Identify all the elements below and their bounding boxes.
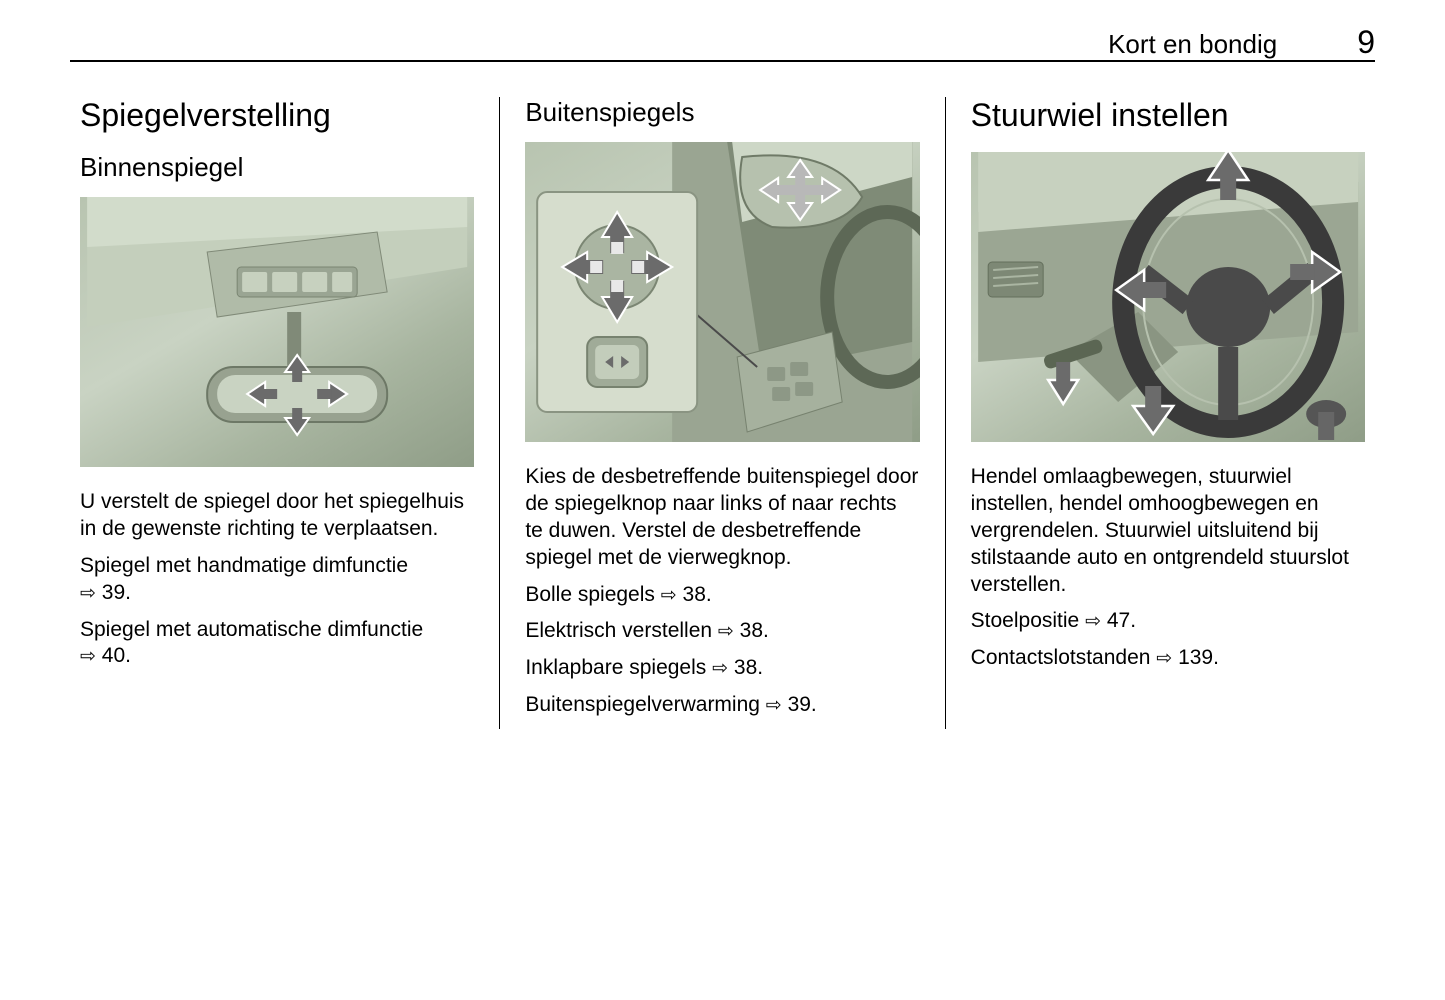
subheading-binnenspiegel: Binnenspiegel — [80, 152, 474, 183]
ref-inklapbaar: ⇨ 38. — [712, 656, 763, 679]
para-manual-dim: Spiegel met handmatige dimfunctie ⇨ 39. — [80, 553, 474, 607]
para-stuurwiel-desc: Hendel omlaagbewegen, stuurwiel instelle… — [971, 464, 1365, 598]
column-2: Buitenspiegels — [499, 97, 944, 729]
para-contactslot: Contactslotstanden ⇨ 139. — [971, 645, 1365, 672]
illustration-interior-mirror — [80, 197, 474, 467]
para-buitenspiegel-desc: Kies de desbetreffende buitenspiegel doo… — [525, 464, 919, 572]
ref-arrow-icon: ⇨ — [766, 695, 782, 716]
ref-page: 38 — [683, 583, 706, 606]
running-header: Kort en bondig 9 — [1108, 24, 1375, 61]
ref-page: 39 — [788, 693, 811, 716]
steering-wheel-svg — [971, 152, 1365, 442]
column-1: Spiegelverstelling Binnenspiegel — [70, 97, 499, 729]
text-stoelpositie: Stoelpositie — [971, 609, 1080, 632]
exterior-mirror-svg — [525, 142, 919, 442]
para-binnenspiegel-desc: U verstelt de spiegel door het spiegelhu… — [80, 489, 474, 543]
text-bolle: Bolle spiegels — [525, 583, 655, 606]
para-verwarming: Buitenspiegelverwarming ⇨ 39. — [525, 692, 919, 719]
section-title: Kort en bondig — [1108, 29, 1277, 60]
text-elektrisch: Elektrisch verstellen — [525, 619, 712, 642]
heading-stuurwiel: Stuurwiel instellen — [971, 97, 1365, 134]
ref-arrow-icon: ⇨ — [80, 646, 96, 667]
ref-auto-dim: ⇨ 40. — [80, 644, 131, 667]
ref-arrow-icon: ⇨ — [661, 585, 677, 606]
ref-arrow-icon: ⇨ — [712, 658, 728, 679]
para-auto-dim: Spiegel met automatische dimfunctie ⇨ 40… — [80, 617, 474, 671]
ref-page: 38 — [740, 619, 763, 642]
para-inklapbaar: Inklapbare spiegels ⇨ 38. — [525, 655, 919, 682]
ref-page-39: 39 — [102, 581, 125, 604]
ref-manual-dim: ⇨ 39. — [80, 581, 131, 604]
text-verwarming: Buitenspiegelverwarming — [525, 693, 760, 716]
ref-stoelpositie: ⇨ 47. — [1085, 609, 1136, 632]
ref-contactslot: ⇨ 139. — [1156, 646, 1219, 669]
ref-verwarming: ⇨ 39. — [766, 693, 817, 716]
ref-page-40: 40 — [102, 644, 125, 667]
subheading-buitenspiegels: Buitenspiegels — [525, 97, 919, 128]
heading-spiegelverstelling: Spiegelverstelling — [80, 97, 474, 134]
ref-page: 139 — [1178, 646, 1213, 669]
page-number: 9 — [1357, 24, 1375, 61]
manual-page: Kort en bondig 9 Spiegelverstelling Binn… — [0, 0, 1445, 1000]
ref-bolle: ⇨ 38. — [661, 583, 712, 606]
para-bolle: Bolle spiegels ⇨ 38. — [525, 582, 919, 609]
content-columns: Spiegelverstelling Binnenspiegel — [70, 97, 1375, 729]
text-inklapbaar: Inklapbare spiegels — [525, 656, 706, 679]
ref-elektrisch: ⇨ 38. — [718, 619, 769, 642]
column-3: Stuurwiel instellen — [945, 97, 1375, 729]
ref-page: 38 — [734, 656, 757, 679]
ref-arrow-icon: ⇨ — [1085, 611, 1101, 632]
text-auto-dim: Spiegel met automatische dimfunctie — [80, 618, 423, 641]
ref-arrow-icon: ⇨ — [718, 621, 734, 642]
ref-arrow-icon: ⇨ — [1156, 648, 1172, 669]
ref-arrow-icon: ⇨ — [80, 583, 96, 604]
illustration-exterior-mirror — [525, 142, 919, 442]
para-elektrisch: Elektrisch verstellen ⇨ 38. — [525, 618, 919, 645]
illustration-steering-wheel — [971, 152, 1365, 442]
interior-mirror-svg — [80, 197, 474, 467]
text-contactslot: Contactslotstanden — [971, 646, 1151, 669]
header-rule: Kort en bondig 9 — [70, 60, 1375, 62]
para-stoelpositie: Stoelpositie ⇨ 47. — [971, 608, 1365, 635]
ref-page: 47 — [1107, 609, 1130, 632]
text-manual-dim: Spiegel met handmatige dimfunctie — [80, 554, 408, 577]
